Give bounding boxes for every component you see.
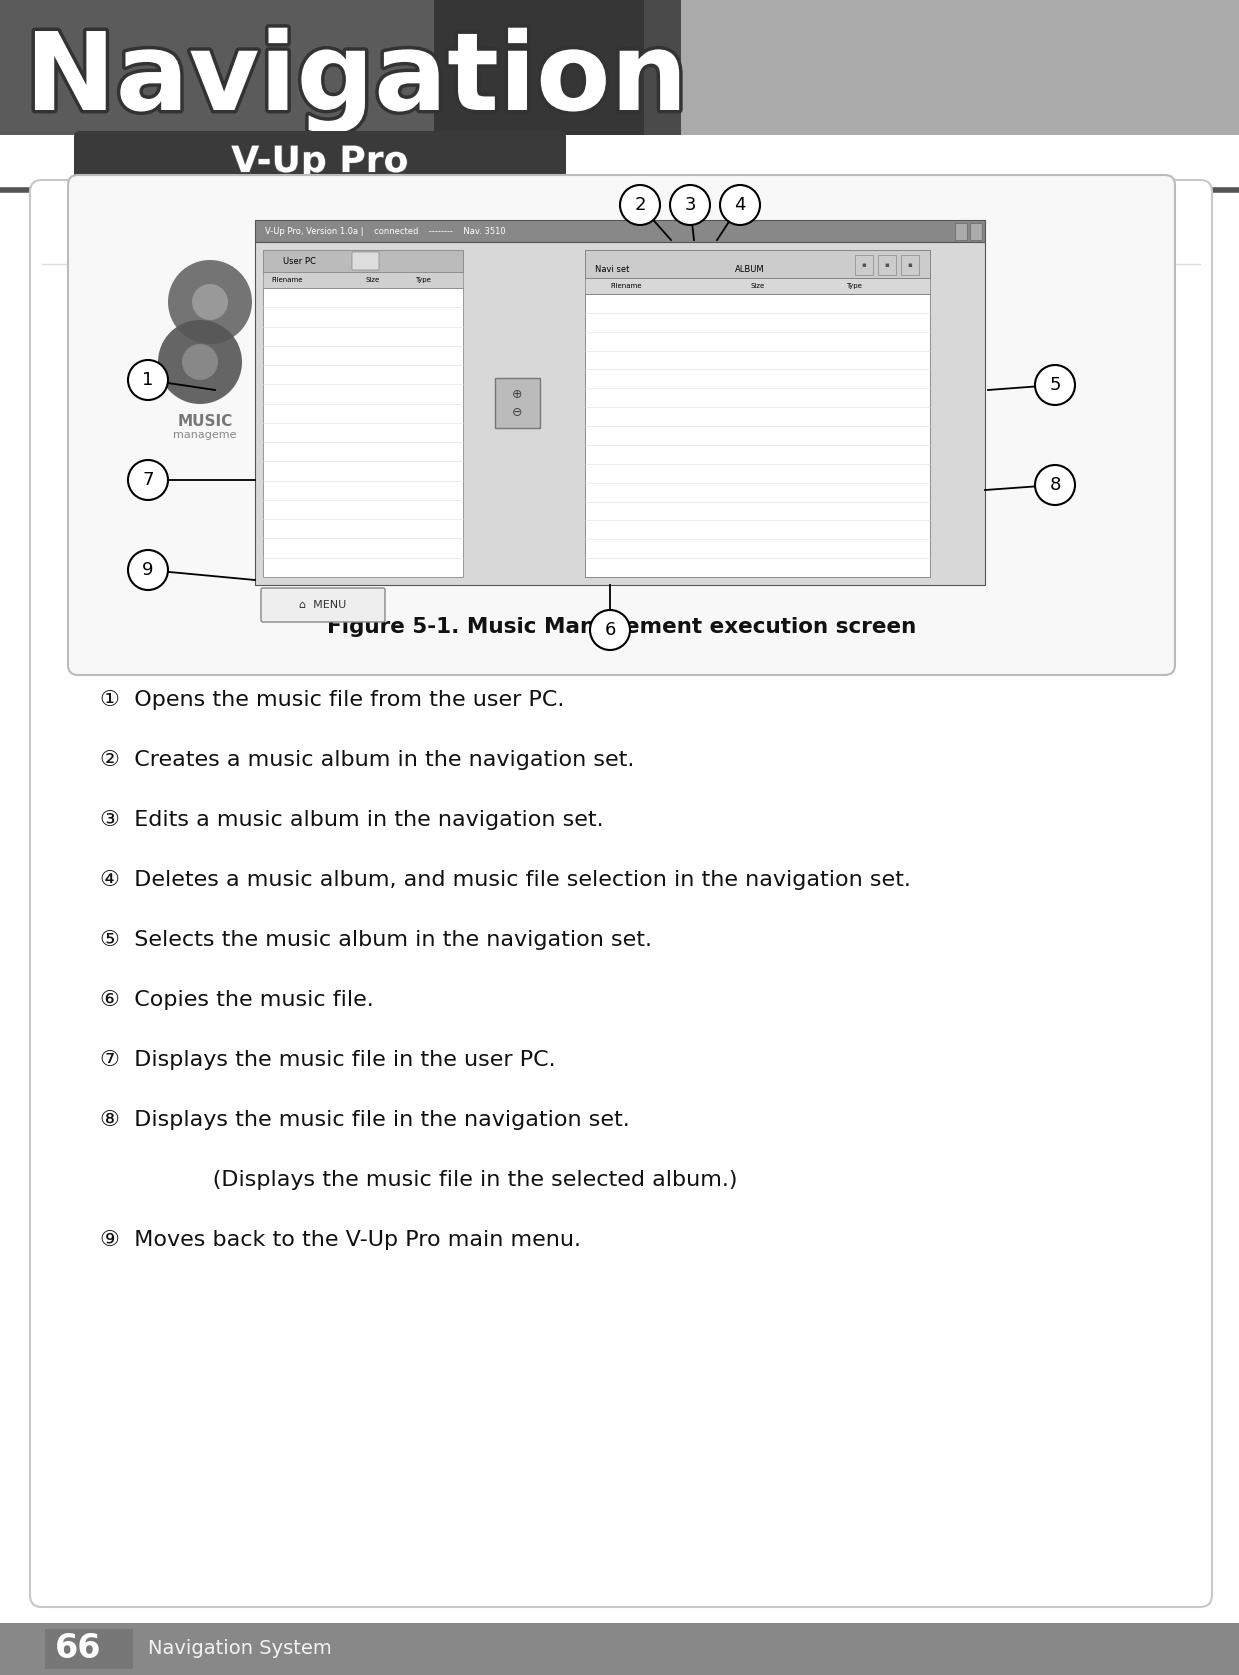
- Bar: [644, 0, 1239, 136]
- Text: ④  Deletes a music album, and music file selection in the navigation set.: ④ Deletes a music album, and music file …: [100, 869, 911, 889]
- Circle shape: [620, 184, 660, 224]
- Bar: [496, 377, 540, 427]
- Text: manageme: manageme: [173, 430, 237, 441]
- Bar: [901, 255, 919, 275]
- Bar: [45, 1630, 133, 1668]
- Text: Filename: Filename: [271, 276, 302, 283]
- Text: A-1) Click the “Music Management”  icon in the V-Up Pro main screen.: A-1) Click the “Music Management” icon i…: [110, 368, 913, 392]
- Text: MUSIC: MUSIC: [177, 414, 233, 429]
- Text: Navi set: Navi set: [595, 265, 629, 273]
- Text: 2: 2: [634, 196, 646, 214]
- Text: 8: 8: [1049, 476, 1061, 494]
- Text: 9: 9: [142, 561, 154, 580]
- Bar: [585, 295, 930, 576]
- Bar: [255, 241, 985, 585]
- Circle shape: [720, 184, 760, 224]
- Text: Navigation System: Navigation System: [147, 1640, 332, 1658]
- Text: ⌂  MENU: ⌂ MENU: [300, 600, 347, 610]
- Text: Type: Type: [415, 276, 431, 283]
- Text: Figure 5-1. Music Management execution screen: Figure 5-1. Music Management execution s…: [327, 616, 916, 636]
- Text: ⑨  Moves back to the V-Up Pro main menu.: ⑨ Moves back to the V-Up Pro main menu.: [100, 1229, 581, 1250]
- Bar: [263, 271, 463, 288]
- Bar: [855, 255, 873, 275]
- Text: ⑦  Displays the music file in the user PC.: ⑦ Displays the music file in the user PC…: [100, 1050, 555, 1070]
- Text: ▪: ▪: [861, 261, 866, 268]
- Text: ⊕: ⊕: [512, 389, 523, 402]
- Text: ①  Opens the music file from the user PC.: ① Opens the music file from the user PC.: [100, 690, 565, 710]
- Text: ⑤  Selects the music album in the navigation set.: ⑤ Selects the music album in the navigat…: [100, 930, 652, 950]
- Text: 5: 5: [1049, 375, 1061, 394]
- Text: ②  Creates a music album in the navigation set.: ② Creates a music album in the navigatio…: [100, 750, 634, 770]
- Text: 6: 6: [605, 621, 616, 638]
- Circle shape: [159, 320, 242, 404]
- Circle shape: [128, 360, 169, 400]
- Circle shape: [590, 610, 629, 650]
- Text: Filename: Filename: [611, 283, 642, 290]
- Bar: [263, 250, 463, 271]
- Text: 5. Music Management: 5. Music Management: [76, 221, 590, 263]
- Circle shape: [1035, 365, 1075, 405]
- Text: User PC: User PC: [282, 256, 316, 266]
- Bar: [585, 278, 930, 295]
- Bar: [955, 223, 966, 240]
- Text: A-2) The screen shown in Figure 5-1 will appear.: A-2) The screen shown in Figure 5-1 will…: [110, 419, 659, 442]
- Bar: [434, 0, 681, 136]
- Bar: [263, 288, 463, 576]
- Text: A. Execution: A. Execution: [110, 310, 256, 333]
- Bar: [970, 223, 983, 240]
- Circle shape: [169, 260, 252, 343]
- Text: Navigation: Navigation: [25, 27, 688, 132]
- Bar: [0, 0, 644, 136]
- Bar: [0, 0, 434, 136]
- Bar: [255, 219, 985, 241]
- Text: Size: Size: [366, 276, 380, 283]
- Text: V-Up Pro: V-Up Pro: [232, 146, 409, 179]
- Text: Type: Type: [846, 283, 862, 290]
- Text: ▪: ▪: [885, 261, 890, 268]
- Text: V-Up Pro, Version 1.0a |    connected    --------    Nav. 3510: V-Up Pro, Version 1.0a | connected -----…: [265, 226, 506, 236]
- FancyBboxPatch shape: [30, 179, 1212, 1606]
- Text: ALBUM: ALBUM: [735, 265, 764, 273]
- Text: (Displays the music file in the selected album.): (Displays the music file in the selected…: [170, 1171, 737, 1189]
- Text: 3: 3: [684, 196, 696, 214]
- Text: 66: 66: [55, 1633, 102, 1665]
- Circle shape: [1035, 466, 1075, 504]
- Bar: [0, 1623, 1239, 1675]
- Text: ⑧  Displays the music file in the navigation set.: ⑧ Displays the music file in the navigat…: [100, 1111, 629, 1131]
- FancyBboxPatch shape: [261, 588, 385, 621]
- Circle shape: [192, 285, 228, 320]
- FancyBboxPatch shape: [352, 251, 379, 270]
- Circle shape: [182, 343, 218, 380]
- Circle shape: [128, 549, 169, 590]
- Text: 4: 4: [735, 196, 746, 214]
- FancyBboxPatch shape: [74, 131, 566, 193]
- Text: ⊖: ⊖: [512, 405, 523, 419]
- FancyBboxPatch shape: [68, 174, 1175, 675]
- Text: Size: Size: [751, 283, 764, 290]
- Circle shape: [128, 461, 169, 501]
- Text: 1: 1: [142, 370, 154, 389]
- Bar: [878, 255, 896, 275]
- Text: ③  Edits a music album in the navigation set.: ③ Edits a music album in the navigation …: [100, 811, 603, 831]
- Text: ⑥  Copies the music file.: ⑥ Copies the music file.: [100, 990, 374, 1010]
- Circle shape: [670, 184, 710, 224]
- Text: 7: 7: [142, 471, 154, 489]
- Text: ▪: ▪: [908, 261, 912, 268]
- Bar: [585, 250, 930, 278]
- Text: Navigation: Navigation: [25, 27, 688, 132]
